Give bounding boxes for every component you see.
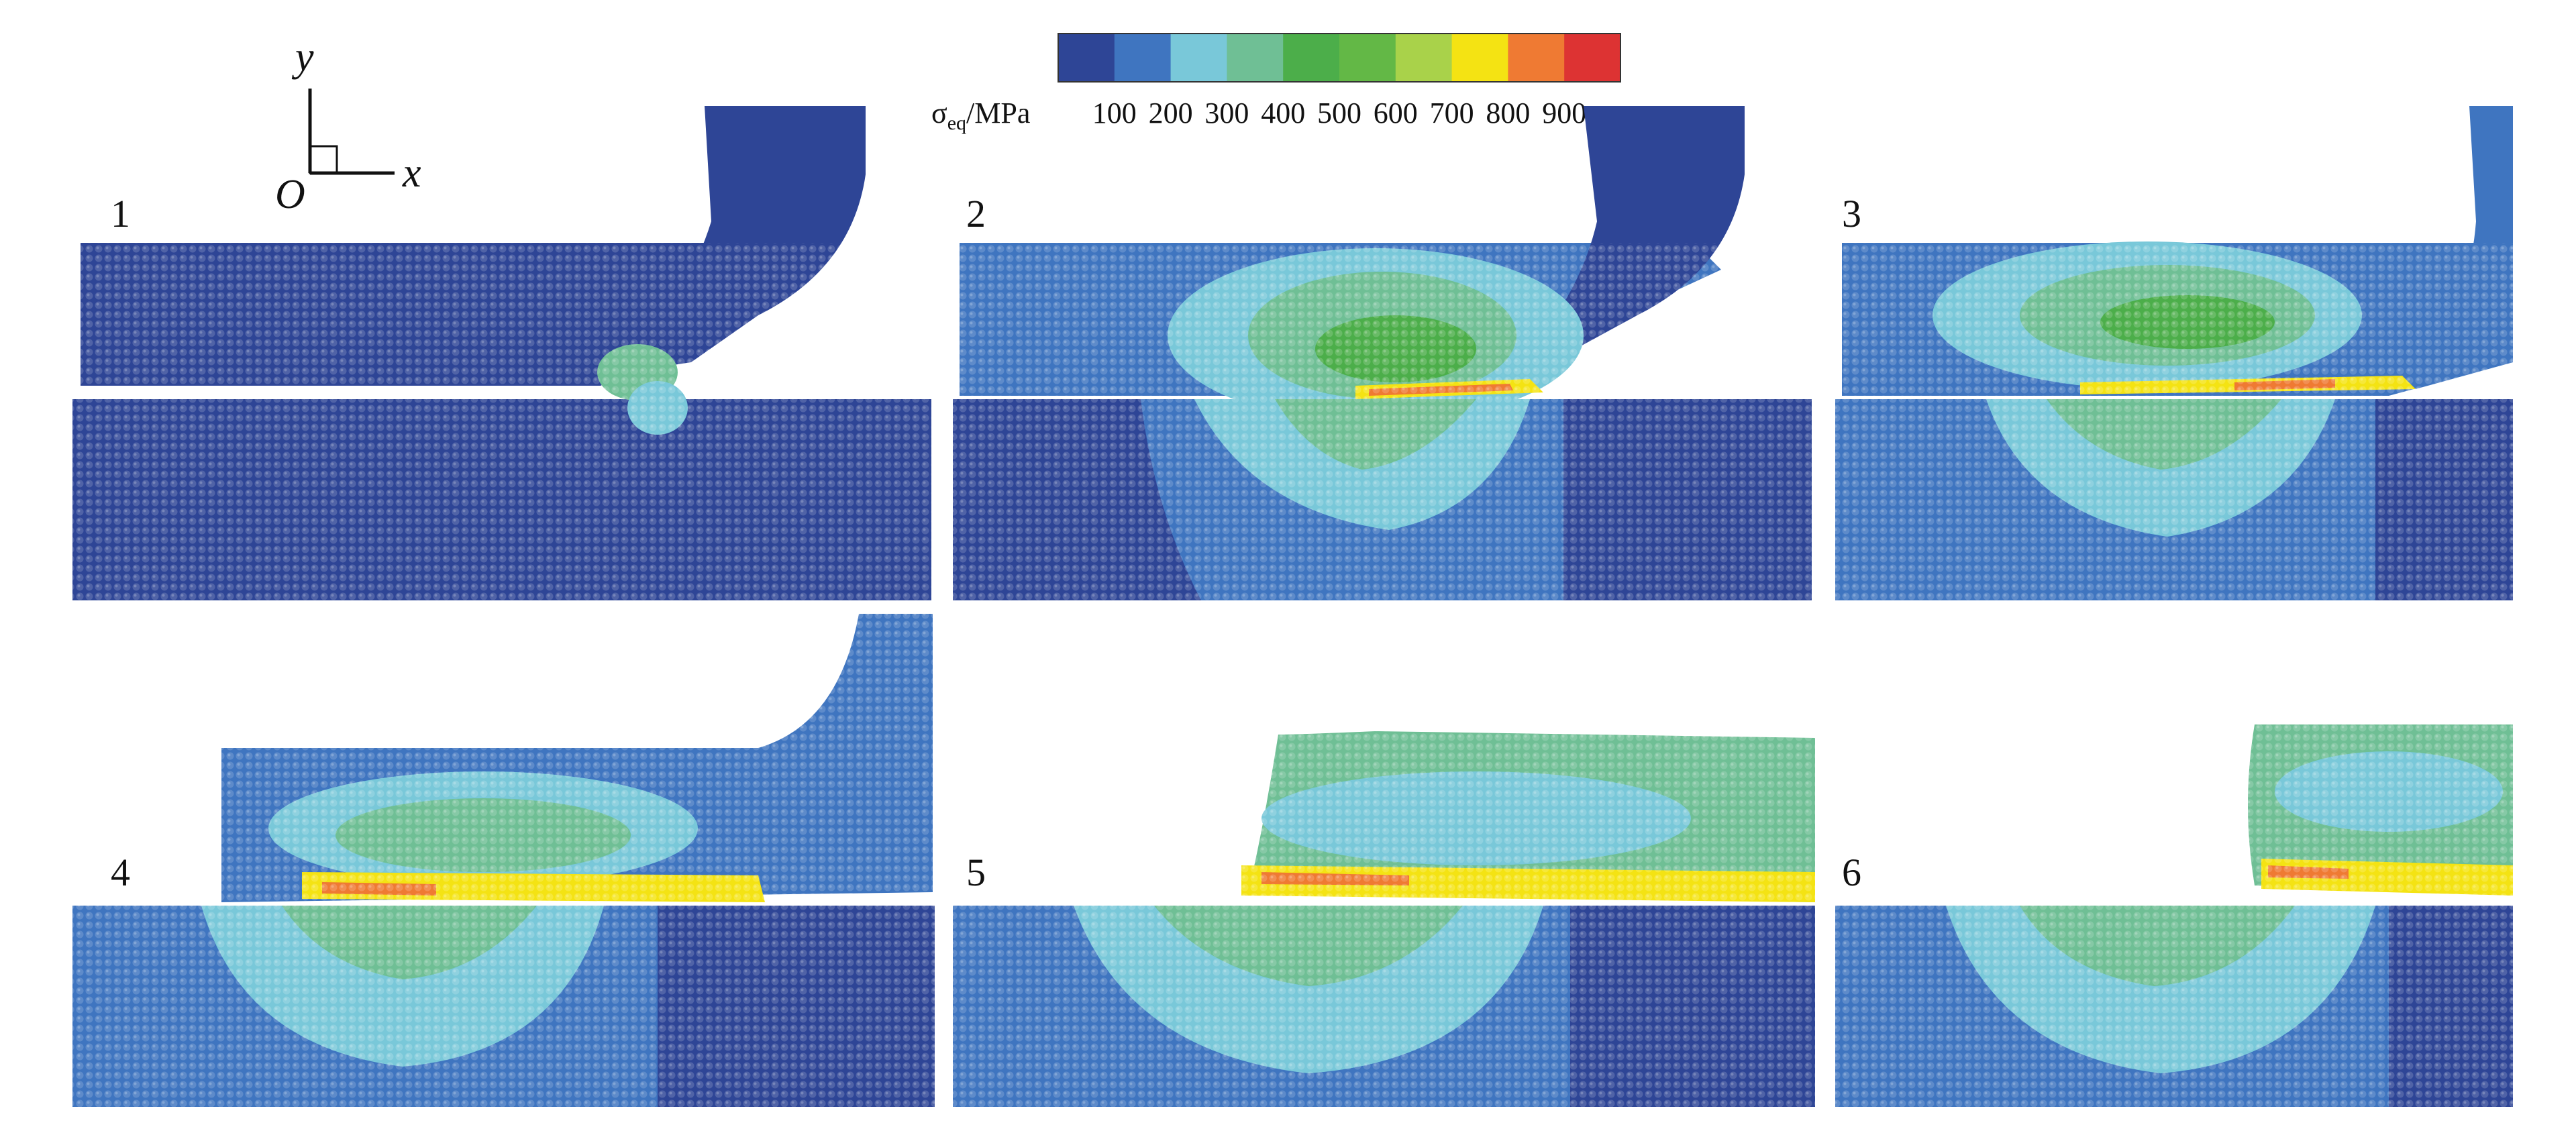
colorbar-swatches <box>1058 33 1621 83</box>
colorbar-tick-label: 900 <box>1542 97 1586 129</box>
colorbar-label-unit: /MPa <box>966 97 1030 129</box>
colorbar-swatch <box>1058 34 1115 82</box>
colorbar-tick-label: 500 <box>1317 97 1361 129</box>
panel-2-label: 2 <box>966 192 986 235</box>
colorbar-swatch <box>1283 34 1340 82</box>
panel-5-label: 5 <box>966 851 986 894</box>
colorbar-tick-label: 600 <box>1374 97 1418 129</box>
origin-label: O <box>275 172 305 217</box>
coordinate-axes: y x O <box>275 34 421 217</box>
panel-2: 2 <box>953 106 1812 600</box>
colorbar-swatch <box>1170 34 1227 82</box>
colorbar-tick-label: 800 <box>1486 97 1530 129</box>
colorbar-label-sigma: σ <box>931 97 947 129</box>
panel-6: 6 <box>1835 724 2513 1107</box>
colorbar-swatch <box>1114 34 1172 82</box>
panel-5: 5 <box>953 731 1815 1107</box>
colorbar-label: σeq/MPa <box>931 97 1030 134</box>
panel-1: 1 <box>72 106 931 600</box>
x-axis-label: x <box>402 150 421 196</box>
panel-1-label: 1 <box>111 192 130 235</box>
colorbar-swatch <box>1564 34 1621 82</box>
panel-6-label: 6 <box>1842 851 1861 894</box>
colorbar-tick-label: 100 <box>1092 97 1137 129</box>
panel-4: 4 <box>72 614 935 1107</box>
colorbar-tick-label: 700 <box>1430 97 1474 129</box>
colorbar-swatch <box>1339 34 1396 82</box>
colorbar-swatch <box>1227 34 1284 82</box>
colorbar-swatch <box>1451 34 1508 82</box>
y-axis-label: y <box>291 34 314 80</box>
colorbar-tick-label: 300 <box>1204 97 1249 129</box>
panel-4-label: 4 <box>111 851 130 894</box>
colorbar-label-subscript: eq <box>947 112 966 134</box>
colorbar-swatch <box>1395 34 1453 82</box>
colorbar-swatch <box>1508 34 1565 82</box>
colorbar: σeq/MPa 100 200 300 400 500 600 700 800 900 <box>931 33 1621 134</box>
panel-3-label: 3 <box>1842 192 1861 235</box>
colorbar-ticks: 100 200 300 400 500 600 700 800 900 <box>1092 97 1586 129</box>
colorbar-tick-label: 400 <box>1261 97 1305 129</box>
panel-3: 3 <box>1835 106 2513 600</box>
colorbar-tick-label: 200 <box>1149 97 1193 129</box>
